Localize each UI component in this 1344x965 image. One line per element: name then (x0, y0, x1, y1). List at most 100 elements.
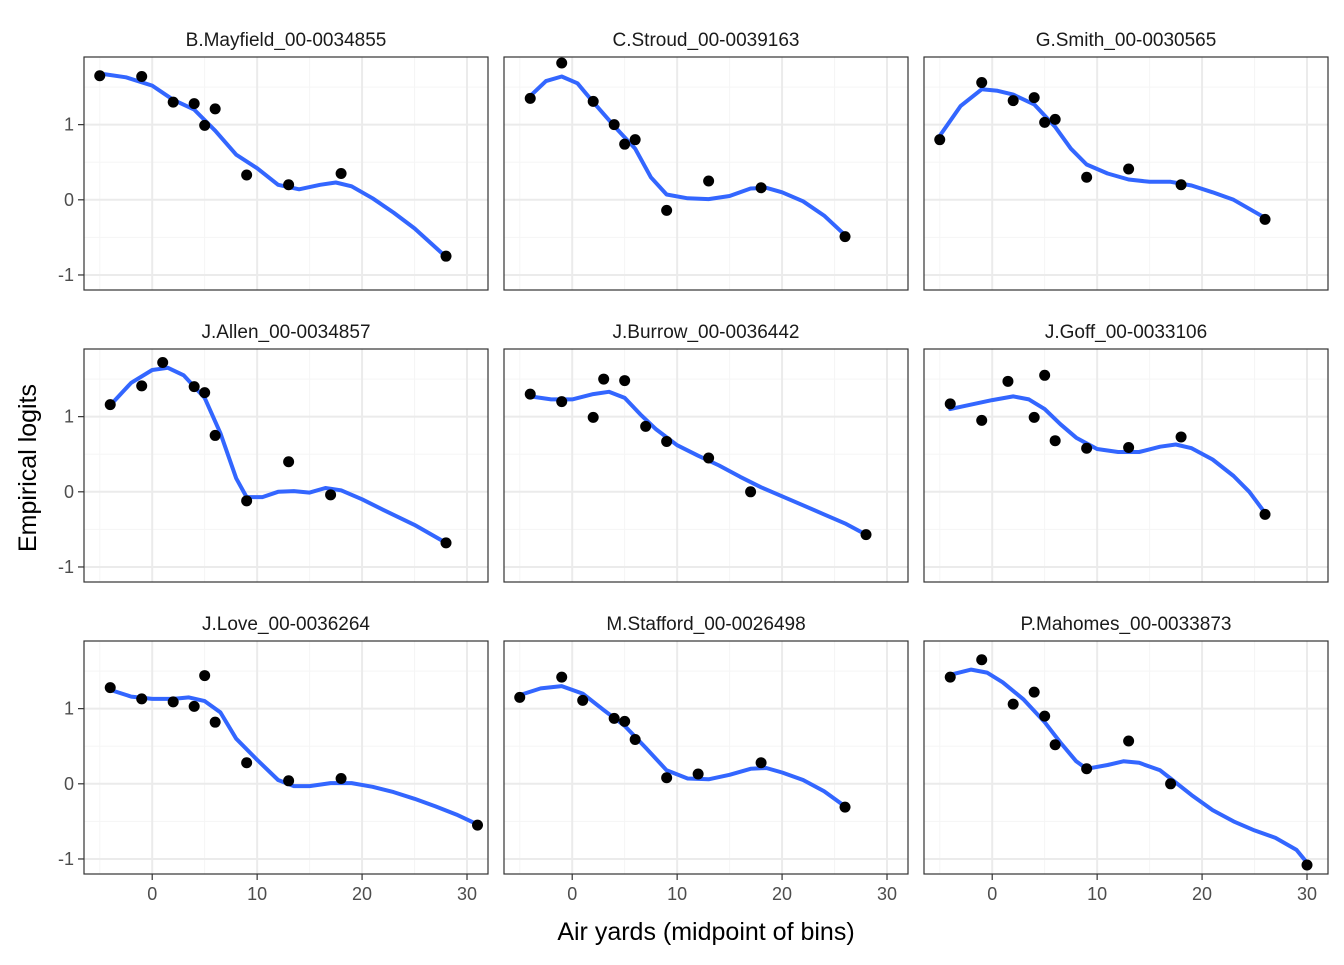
data-point (283, 179, 295, 191)
data-point (976, 414, 988, 426)
panel-background (924, 641, 1328, 874)
data-point (1039, 116, 1051, 128)
smooth-line (528, 74, 847, 238)
data-point (640, 420, 652, 432)
y-tick-label: 1 (64, 115, 74, 135)
data-point (472, 819, 484, 831)
smooth-line (108, 365, 448, 545)
data-point (1002, 375, 1014, 387)
data-point (1028, 686, 1040, 698)
data-point (188, 381, 200, 393)
data-point (1123, 163, 1135, 175)
smooth-line (97, 71, 448, 259)
data-point (136, 693, 148, 705)
y-tick-label: 0 (64, 190, 74, 210)
data-point (209, 103, 221, 115)
y-tick-label: 0 (64, 774, 74, 794)
panel-border (83, 640, 489, 875)
data-point (199, 119, 211, 131)
data-point (167, 96, 179, 108)
data-point (283, 456, 295, 468)
data-point (1301, 859, 1313, 871)
data-point (335, 168, 347, 179)
data-point (619, 138, 631, 150)
data-point (1007, 95, 1019, 107)
data-point (556, 57, 568, 69)
smooth-line (948, 667, 1309, 865)
y-tick-label: -1 (58, 849, 74, 869)
data-point (619, 375, 631, 387)
smooth-line (528, 389, 868, 537)
data-point (1049, 739, 1061, 751)
y-tick-label: 1 (64, 699, 74, 719)
panel-title: P.Mahomes_00-0033873 (1021, 614, 1232, 635)
data-point (1007, 698, 1019, 710)
data-point (661, 204, 673, 216)
data-point (209, 716, 221, 728)
data-point (1175, 431, 1187, 443)
y-axis-title: Empirical logits (14, 384, 42, 552)
data-point (608, 119, 620, 131)
data-point (325, 489, 337, 501)
x-tick-label: 30 (877, 884, 897, 904)
data-point (1028, 411, 1040, 423)
x-axis-title: Air yards (midpoint of bins) (557, 918, 854, 946)
data-point (1039, 369, 1051, 381)
data-point (661, 435, 673, 447)
x-tick-label: 20 (772, 884, 792, 904)
data-point (556, 396, 568, 408)
data-point (944, 398, 956, 410)
data-point (1049, 113, 1061, 125)
data-point (209, 429, 221, 441)
data-point (976, 654, 988, 666)
x-tick-label: 10 (667, 884, 687, 904)
data-point (1259, 213, 1271, 225)
data-point (136, 71, 148, 83)
data-point (188, 700, 200, 712)
smooth-line (937, 87, 1267, 220)
x-tick-label: 0 (987, 884, 997, 904)
data-point (335, 773, 347, 785)
data-point (860, 529, 872, 541)
panel-border (503, 640, 909, 875)
smooth-line (948, 394, 1267, 515)
x-tick-label: 10 (1087, 884, 1107, 904)
data-point (440, 250, 452, 262)
panel-background (924, 349, 1328, 582)
data-point (167, 696, 179, 708)
data-point (104, 399, 116, 411)
x-tick-label: 30 (457, 884, 477, 904)
data-point (755, 182, 767, 194)
y-tick-label: 0 (64, 482, 74, 502)
data-point (524, 388, 536, 400)
data-point (199, 670, 211, 682)
data-point (577, 694, 589, 706)
data-point (440, 537, 452, 549)
facet-panel: J.Burrow_00-0036442 (503, 322, 909, 583)
data-point (283, 775, 295, 787)
data-point (1123, 735, 1135, 747)
y-tick-label: -1 (58, 265, 74, 285)
data-point (619, 715, 631, 727)
x-tick-label: 20 (352, 884, 372, 904)
data-point (587, 95, 599, 107)
facet-panel: P.Mahomes_00-0033873 0 10 20 30 (923, 614, 1329, 904)
data-point (661, 772, 673, 784)
x-tick-label: 30 (1297, 884, 1317, 904)
data-point (94, 70, 106, 82)
panel-background (84, 57, 488, 290)
panel-border (923, 348, 1329, 583)
panel-title: B.Mayfield_00-0034855 (186, 30, 387, 51)
data-point (556, 671, 568, 683)
facet-panel: J.Goff_00-0033106 (923, 322, 1329, 583)
data-point (745, 486, 757, 498)
x-tick-label: 20 (1192, 884, 1212, 904)
panel-title: C.Stroud_00-0039163 (613, 30, 800, 51)
panel-background (504, 57, 908, 290)
data-point (241, 495, 253, 507)
smooth-line (517, 684, 847, 809)
panel-background (504, 349, 908, 582)
